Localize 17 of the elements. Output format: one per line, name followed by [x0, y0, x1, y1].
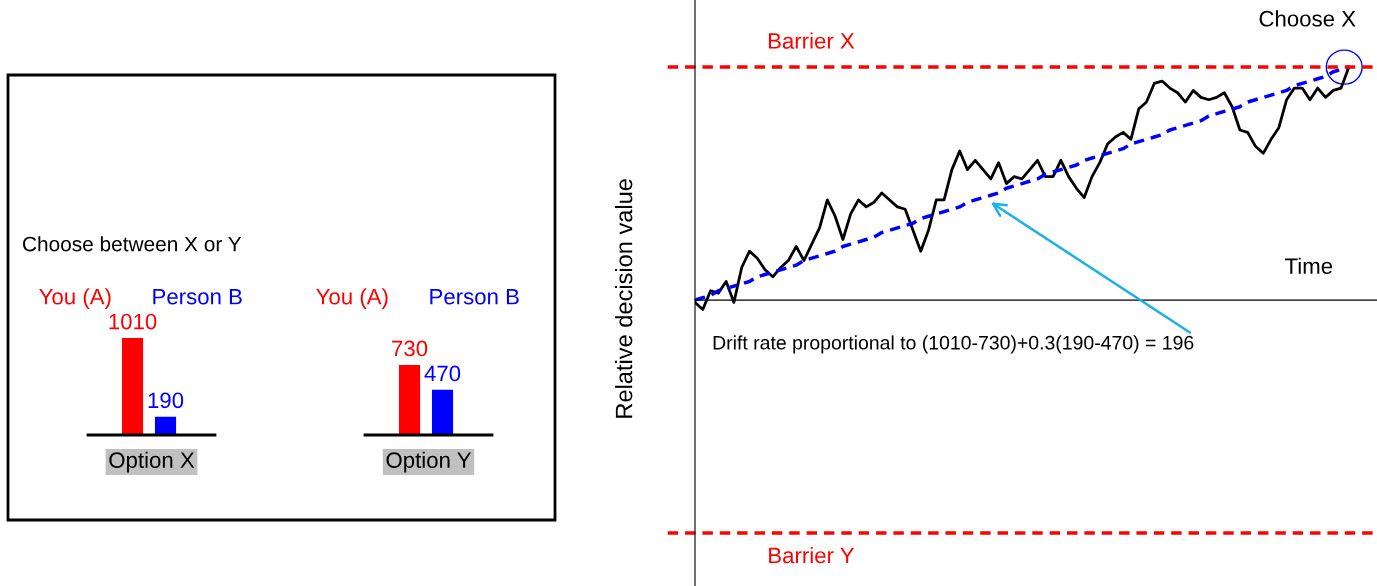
- x-tick-label: You (A): [39, 288, 111, 309]
- x-tick-label: Person B: [153, 289, 242, 305]
- data-label: 190: [148, 392, 184, 409]
- ref-line-label: Barrier X: [768, 32, 855, 49]
- y-axis-title: Relative decision value: [615, 179, 633, 418]
- chart-title: Choose between X or Y: [23, 236, 242, 252]
- x-tick-label: Person B: [430, 289, 519, 305]
- x-tick-label: You (A): [316, 288, 388, 309]
- text: Drift rate proportional to (1010-730)+0.3(190-470) = 196: [713, 335, 1194, 354]
- text: Choose X: [1259, 10, 1356, 27]
- data-label: 1010: [109, 313, 157, 330]
- ref-line-label: Barrier Y: [769, 547, 855, 564]
- data-label: 730: [392, 340, 428, 357]
- data-label: 470: [424, 365, 461, 382]
- x-axis-title: Time: [1285, 257, 1333, 274]
- x-axis-title: Option X: [109, 451, 195, 473]
- x-axis-title: Option Y: [386, 451, 472, 473]
